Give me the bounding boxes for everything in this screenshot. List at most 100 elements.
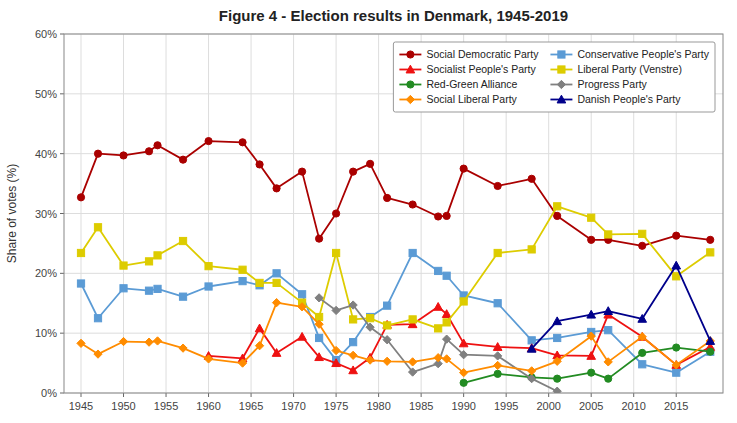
series-line <box>319 298 557 391</box>
x-grid-line <box>208 34 209 393</box>
series <box>204 303 714 374</box>
point <box>553 387 561 393</box>
legend-swatch-marker <box>557 80 565 88</box>
legend-swatch-marker <box>406 65 415 73</box>
point <box>332 346 340 354</box>
point <box>120 152 127 159</box>
point <box>255 342 263 350</box>
point <box>443 335 451 343</box>
series <box>77 249 713 376</box>
x-tick-label: 1975 <box>324 400 348 412</box>
y-tick <box>60 273 64 274</box>
point <box>239 139 246 146</box>
point <box>443 272 450 279</box>
point <box>459 339 468 347</box>
point <box>383 357 391 365</box>
legend-swatch-marker <box>557 95 566 103</box>
point <box>493 343 502 351</box>
point <box>154 252 161 259</box>
point <box>409 201 416 208</box>
point <box>204 355 212 363</box>
axes: 0%10%20%30%40%50%60%19451950195519601965… <box>35 28 723 412</box>
x-tick <box>208 393 209 397</box>
point <box>145 258 152 265</box>
point <box>605 327 612 334</box>
point <box>587 332 595 340</box>
point <box>273 185 280 192</box>
point <box>554 212 561 219</box>
point <box>315 320 323 328</box>
point <box>77 249 84 256</box>
point <box>179 293 186 300</box>
point <box>145 287 152 294</box>
x-tick <box>506 393 507 397</box>
legend-item: Liberal Party (Venstre) <box>550 63 681 75</box>
point <box>435 325 442 332</box>
point <box>408 368 416 376</box>
point <box>145 338 153 346</box>
legend-label: Danish People's Party <box>577 93 681 105</box>
point <box>706 337 714 345</box>
point <box>119 337 127 345</box>
y-grid-line <box>64 213 723 214</box>
point <box>315 235 322 242</box>
point <box>383 336 391 344</box>
point <box>239 278 246 285</box>
legend-item: Red-Green Alliance <box>399 78 517 90</box>
point <box>443 212 450 219</box>
legend-label: Conservative People's Party <box>577 48 709 60</box>
point <box>494 352 502 360</box>
point <box>298 303 306 311</box>
point <box>553 357 561 365</box>
x-tick-label: 1990 <box>451 400 475 412</box>
point <box>554 203 561 210</box>
point <box>494 300 501 307</box>
point <box>179 237 186 244</box>
point <box>639 361 646 368</box>
y-tick <box>60 213 64 214</box>
point <box>554 375 561 382</box>
point <box>238 359 246 367</box>
point <box>408 358 416 366</box>
y-tick-label: 50% <box>35 88 57 100</box>
chart-svg: Figure 4 - Election results in Denmark, … <box>0 0 737 423</box>
point <box>528 246 535 253</box>
point <box>435 267 442 274</box>
series <box>77 138 713 250</box>
series-line <box>81 206 710 328</box>
point <box>672 361 680 369</box>
point <box>350 339 357 346</box>
series-line <box>532 266 711 349</box>
point <box>707 348 714 355</box>
x-tick <box>251 393 252 397</box>
point <box>706 337 715 345</box>
legend-item: Progress Party <box>550 78 647 90</box>
x-tick <box>123 393 124 397</box>
point <box>256 279 263 286</box>
y-grid-line <box>64 333 723 334</box>
point <box>272 349 281 357</box>
x-grid-line <box>251 34 252 393</box>
x-tick-label: 1955 <box>154 400 178 412</box>
point <box>256 161 263 168</box>
point <box>273 279 280 286</box>
point <box>588 236 595 243</box>
legend-item: Socialist People's Party <box>399 63 536 75</box>
legend-swatch-marker <box>558 51 565 58</box>
point <box>349 351 357 359</box>
point <box>315 294 323 302</box>
legend-swatch-marker <box>407 51 414 58</box>
point <box>528 375 536 383</box>
series <box>527 261 714 352</box>
point <box>366 356 374 364</box>
point <box>255 324 264 332</box>
point <box>205 138 212 145</box>
point <box>384 302 391 309</box>
point <box>587 352 596 360</box>
grid <box>64 34 723 393</box>
x-tick-label: 1995 <box>494 400 518 412</box>
y-tick <box>60 393 64 394</box>
chart-container: Figure 4 - Election results in Denmark, … <box>0 0 737 423</box>
point <box>409 249 416 256</box>
x-tick <box>378 393 379 397</box>
